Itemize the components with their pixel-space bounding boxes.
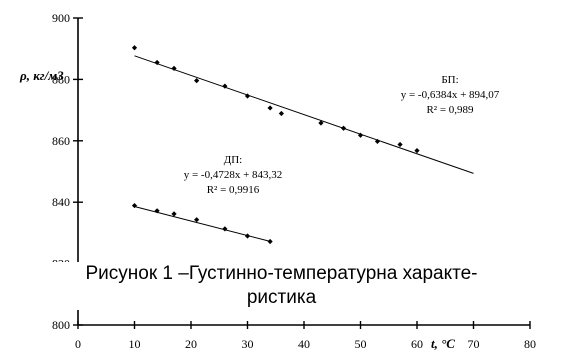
caption-line-2: ристика xyxy=(246,287,317,308)
data-point-bp xyxy=(267,105,273,111)
data-point-dp xyxy=(194,217,200,223)
data-points xyxy=(131,45,420,245)
data-point-dp xyxy=(222,226,228,232)
equation-bp: y = -0,6384x + 894,07 xyxy=(401,89,500,101)
data-point-bp xyxy=(374,138,381,145)
y-tick-label: 880 xyxy=(52,72,70,86)
data-point-bp xyxy=(318,120,324,126)
labels: БП: y = -0,6384x + 894,07 R² = 0,989 ДП: y =… xyxy=(19,68,500,351)
y-tick-label: 860 xyxy=(52,134,70,148)
r-squared-bp: R² = 0,989 xyxy=(426,104,474,116)
x-tick-label: 50 xyxy=(355,337,367,351)
y-axis-title: ρ, кг/м3 xyxy=(19,68,64,83)
data-point-bp xyxy=(278,110,284,117)
data-point-bp xyxy=(414,148,420,154)
data-point-dp xyxy=(244,233,251,239)
x-tick-label: 10 xyxy=(129,337,141,351)
series-name-dp: ДП: xyxy=(224,154,243,166)
ticks: 80082084086088090001020304050607080 xyxy=(52,11,536,351)
data-point-bp xyxy=(154,59,160,66)
trendline-bp xyxy=(134,55,474,174)
data-point-bp xyxy=(244,93,251,99)
data-point-bp xyxy=(171,65,177,71)
data-point-bp xyxy=(357,132,364,138)
equation-dp: y = -0,4728x + 843,32 xyxy=(184,169,283,181)
x-tick-label: 40 xyxy=(298,337,310,351)
figure-caption: Рисунок 1 –Густинно-температурна характе… xyxy=(0,262,563,310)
data-point-bp xyxy=(222,83,228,89)
trendlines xyxy=(134,55,474,242)
x-tick-label: 70 xyxy=(468,337,480,351)
data-point-dp xyxy=(154,208,160,214)
caption-line-1: Рисунок 1 –Густинно-температурна характе… xyxy=(85,263,478,284)
data-point-dp xyxy=(131,202,138,209)
data-point-bp xyxy=(131,45,138,51)
x-tick-label: 60 xyxy=(411,337,423,351)
x-tick-label: 0 xyxy=(75,337,81,351)
y-tick-label: 800 xyxy=(52,318,70,332)
data-point-dp xyxy=(267,238,273,245)
y-tick-label: 900 xyxy=(52,11,70,25)
y-tick-label: 840 xyxy=(52,195,70,209)
x-axis-title: t, °C xyxy=(431,336,455,351)
data-point-dp xyxy=(171,211,177,217)
data-point-bp xyxy=(340,125,347,131)
x-tick-label: 80 xyxy=(524,337,536,351)
data-point-bp xyxy=(397,141,403,148)
x-tick-label: 30 xyxy=(242,337,254,351)
data-point-bp xyxy=(194,78,200,84)
x-tick-label: 20 xyxy=(185,337,197,351)
r-squared-dp: R² = 0,9916 xyxy=(207,184,260,196)
series-name-bp: БП: xyxy=(441,74,458,86)
